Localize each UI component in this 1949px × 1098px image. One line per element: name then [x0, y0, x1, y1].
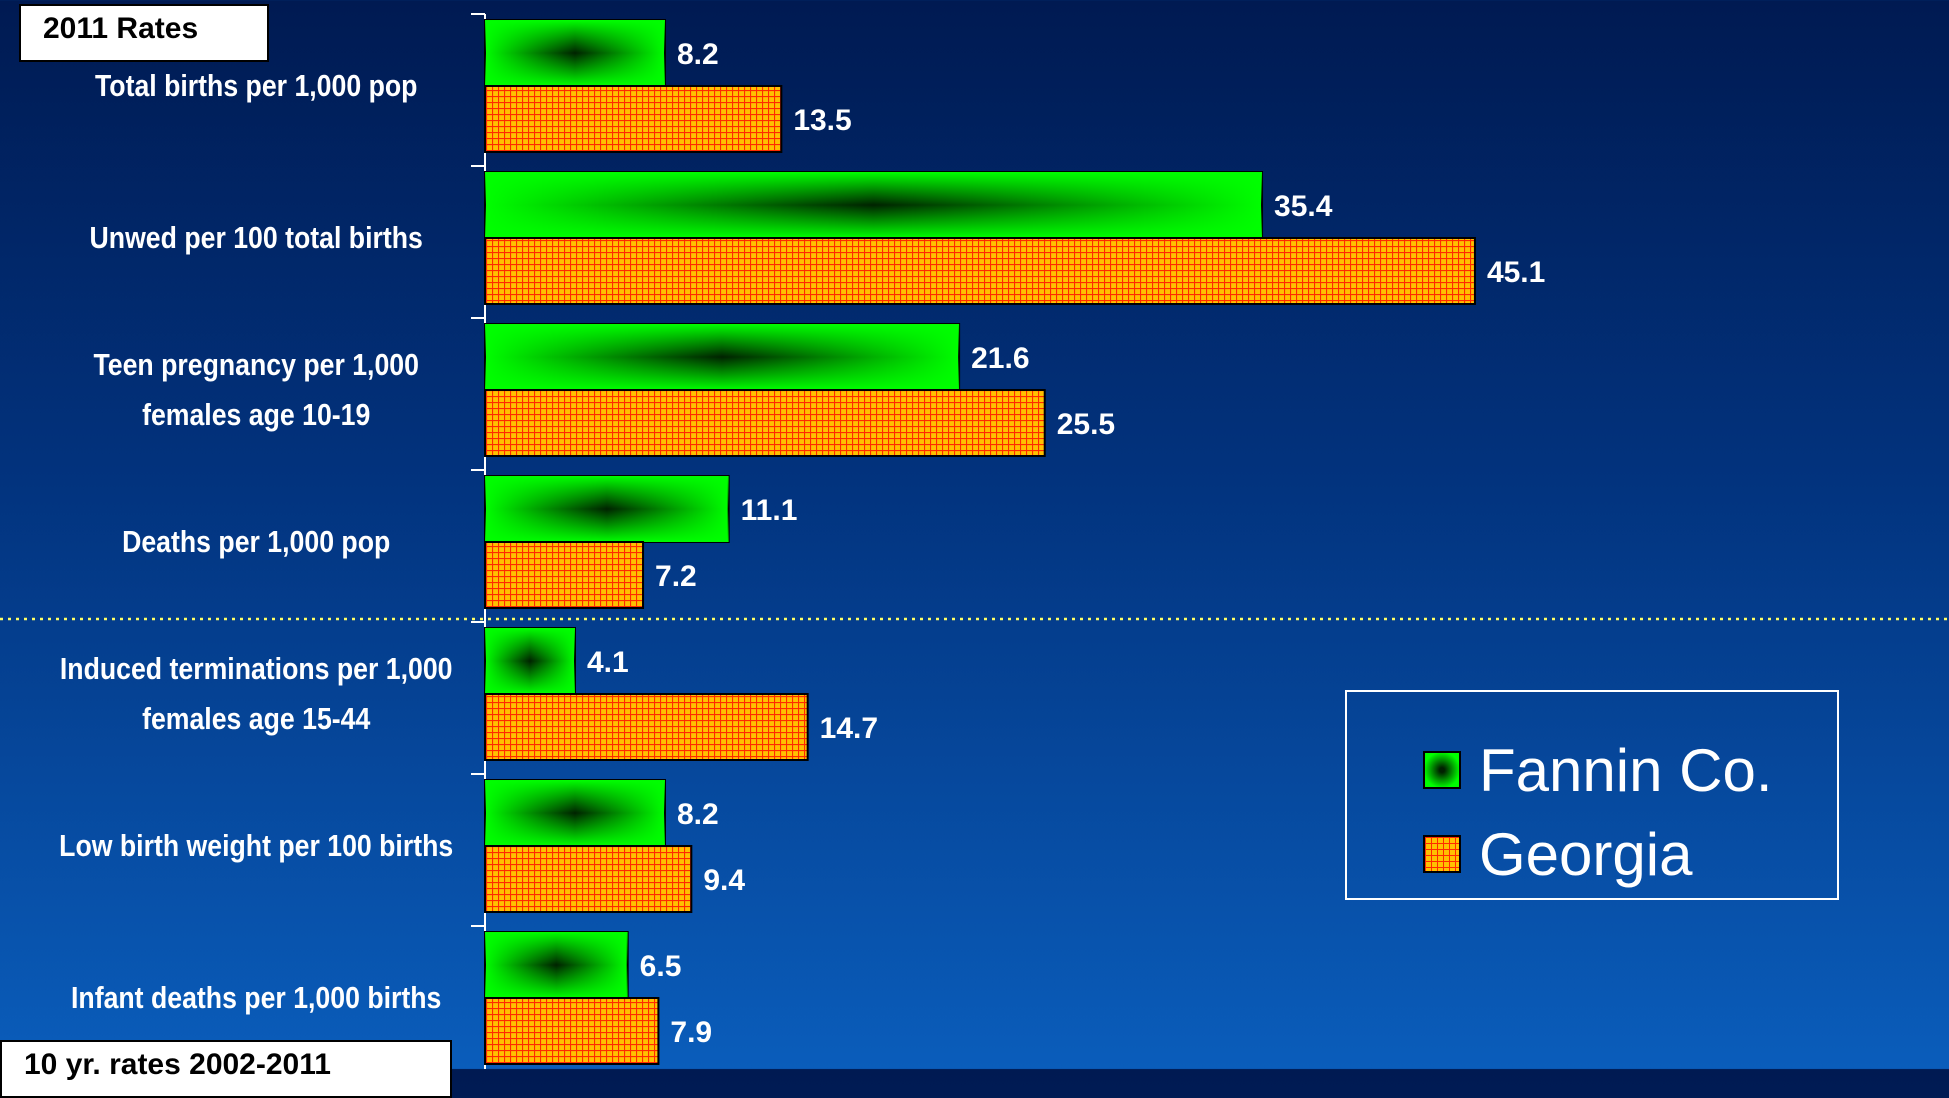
category-label: Teen pregnancy per 1,000 females age 10-… [93, 347, 419, 432]
data-label: 14.7 [820, 712, 878, 745]
bar-fannin-shade [485, 476, 729, 542]
data-label: 11.1 [741, 494, 798, 527]
bar-fannin-shade [485, 324, 960, 390]
category-label: Infant deaths per 1,000 births [71, 980, 442, 1015]
bar-georgia [484, 85, 783, 153]
legend-label-fannin: Fannin Co. [1479, 736, 1773, 804]
bar-georgia [484, 237, 1476, 305]
legend-label-georgia: Georgia [1479, 820, 1693, 888]
category-label: Deaths per 1,000 pop [122, 524, 391, 559]
data-label: 9.4 [703, 864, 745, 897]
data-label: 4.1 [587, 646, 629, 679]
category-label: Induced terminations per 1,000 females a… [59, 651, 453, 736]
data-label: 25.5 [1057, 408, 1115, 441]
category-label: Low birth weight per 100 births [59, 828, 454, 863]
chart-area: 8.2 13.5 35.4 45.1 21.6 25.5 11.1 7.2 4.1 14.7 8.2… [0, 19, 1949, 1065]
data-label: 6.5 [640, 950, 682, 983]
bar-georgia [484, 997, 660, 1065]
bar-fannin-shade [485, 932, 628, 998]
bottom-box-label: 10 yr. rates 2002-2011 [0, 1040, 452, 1098]
data-label: 35.4 [1274, 190, 1333, 223]
legend-item-fannin: Fannin Co. [1423, 730, 1773, 810]
bar-georgia [484, 693, 809, 761]
data-label: 8.2 [677, 798, 719, 831]
legend-swatch-fannin [1423, 751, 1461, 789]
bar-fannin-shade [485, 172, 1263, 238]
category-label: Total births per 1,000 pop [94, 68, 418, 103]
data-label: 45.1 [1487, 256, 1545, 289]
bar-georgia [484, 541, 645, 609]
bars [484, 19, 1476, 1065]
data-label: 7.9 [670, 1016, 712, 1049]
top-box-label: 2011 Rates [19, 4, 269, 62]
legend-item-georgia: Georgia [1423, 814, 1692, 894]
bar-georgia [484, 389, 1046, 457]
bar-fannin-shade [485, 20, 665, 86]
data-label: 7.2 [655, 560, 697, 593]
data-label: 21.6 [971, 342, 1029, 375]
data-labels: 8.2 13.5 35.4 45.1 21.6 25.5 11.1 7.2 4.1 14.7 8.2… [587, 38, 1545, 1049]
category-label: Unwed per 100 total births [89, 220, 423, 255]
bar-fannin-shade [485, 628, 575, 694]
bar-fannin-shade [485, 780, 665, 846]
bar-georgia [484, 845, 693, 913]
data-label: 13.5 [793, 104, 851, 137]
legend-swatch-georgia [1423, 835, 1461, 873]
data-label: 8.2 [677, 38, 719, 71]
legend: Fannin Co. Georgia [1345, 690, 1839, 900]
